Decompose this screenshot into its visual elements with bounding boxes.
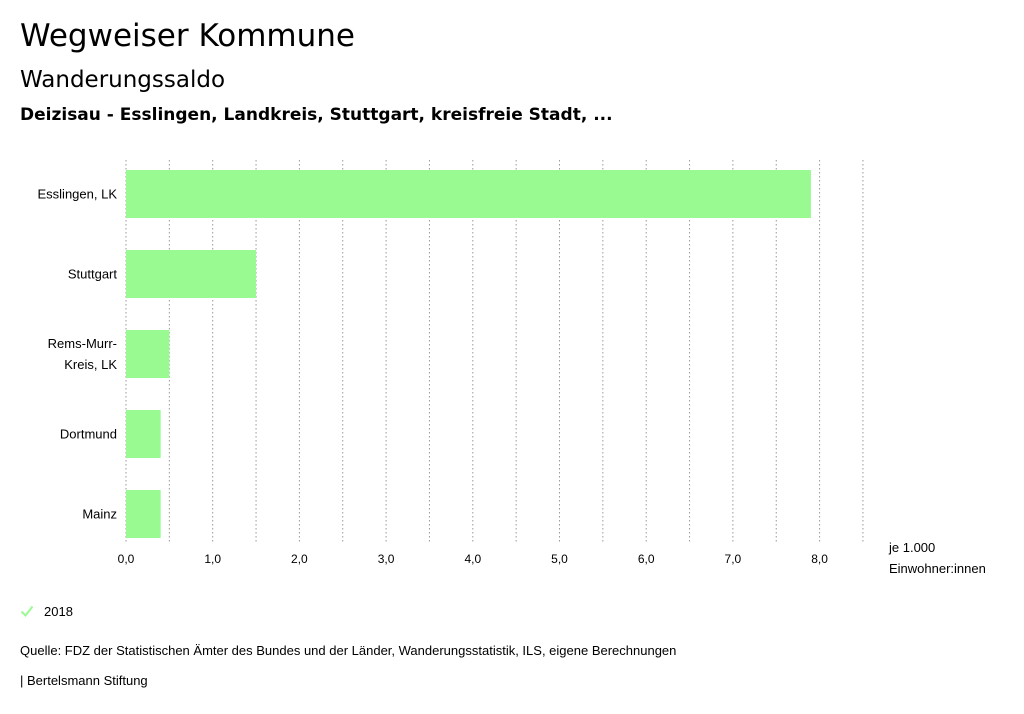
category-label: Rems-Murr- bbox=[48, 336, 117, 351]
bar[interactable] bbox=[126, 330, 170, 378]
legend-label: 2018 bbox=[44, 603, 73, 619]
legend[interactable]: 2018 bbox=[20, 601, 73, 621]
unit-label: je 1.000 bbox=[888, 540, 935, 555]
category-label: Stuttgart bbox=[68, 267, 118, 282]
category-label: Mainz bbox=[82, 507, 117, 522]
tick-label: 8,0 bbox=[811, 552, 828, 566]
category-label: Esslingen, LK bbox=[38, 187, 118, 202]
tick-label: 0,0 bbox=[118, 552, 135, 566]
tick-label: 7,0 bbox=[725, 552, 742, 566]
bar[interactable] bbox=[126, 490, 161, 538]
bar[interactable] bbox=[126, 410, 161, 458]
tick-label: 2,0 bbox=[291, 552, 308, 566]
category-label: Dortmund bbox=[60, 427, 117, 442]
tick-label: 5,0 bbox=[551, 552, 568, 566]
page-title: Wegweiser Kommune bbox=[20, 18, 355, 54]
source-note: Quelle: FDZ der Statistischen Ämter des … bbox=[20, 643, 677, 658]
region-selection: Deizisau - Esslingen, Landkreis, Stuttga… bbox=[20, 105, 613, 125]
bar[interactable] bbox=[126, 170, 811, 218]
tick-label: 6,0 bbox=[638, 552, 655, 566]
bar-chart: Esslingen, LK Stuttgart Rems-Murr- Kreis, L… bbox=[38, 160, 986, 576]
bar[interactable] bbox=[126, 250, 257, 298]
unit-label: Einwohner:innen bbox=[889, 561, 986, 576]
check-icon bbox=[20, 605, 34, 618]
brand-credit: | Bertelsmann Stiftung bbox=[20, 673, 148, 688]
tick-label: 4,0 bbox=[464, 552, 481, 566]
tick-label: 1,0 bbox=[204, 552, 221, 566]
tick-label: 3,0 bbox=[378, 552, 395, 566]
chart-subtitle: Wanderungssaldo bbox=[20, 67, 226, 93]
category-label: Kreis, LK bbox=[64, 357, 117, 372]
